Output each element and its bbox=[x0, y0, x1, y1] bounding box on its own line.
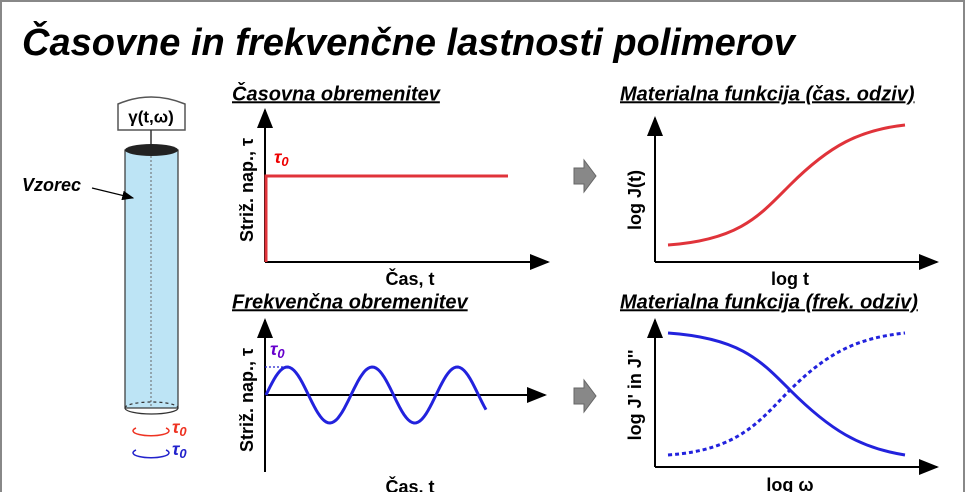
panel-title: Frekvenčna obremenitev bbox=[232, 291, 470, 313]
slide: Časovne in frekvenčne lastnosti polimero… bbox=[0, 0, 965, 492]
y-label: Striž. nap., τ bbox=[237, 138, 257, 242]
x-label: Čas, t bbox=[385, 476, 434, 492]
subscript: 0 bbox=[277, 346, 285, 361]
subscript: 0 bbox=[179, 446, 187, 461]
input-label: γ(t,ω) bbox=[128, 107, 174, 126]
panel-title: Časovna obremenitev bbox=[232, 81, 442, 105]
y-label: Striž. nap., τ bbox=[237, 348, 257, 452]
panel-title: Materialna funkcija (frek. odziv) bbox=[620, 291, 918, 313]
x-label: log ω bbox=[766, 475, 813, 492]
subscript: 0 bbox=[179, 424, 187, 439]
y-label: log J(t) bbox=[625, 170, 645, 230]
y-label: log J' in J'' bbox=[625, 350, 645, 441]
sample-label: Vzorec bbox=[22, 175, 81, 195]
subscript: 0 bbox=[281, 154, 289, 169]
x-label: log t bbox=[771, 269, 809, 289]
panel-title: Materialna funkcija (čas. odziv) bbox=[620, 83, 915, 105]
title: Časovne in frekvenčne lastnosti polimero… bbox=[22, 19, 797, 64]
x-label: Čas, t bbox=[385, 268, 434, 289]
